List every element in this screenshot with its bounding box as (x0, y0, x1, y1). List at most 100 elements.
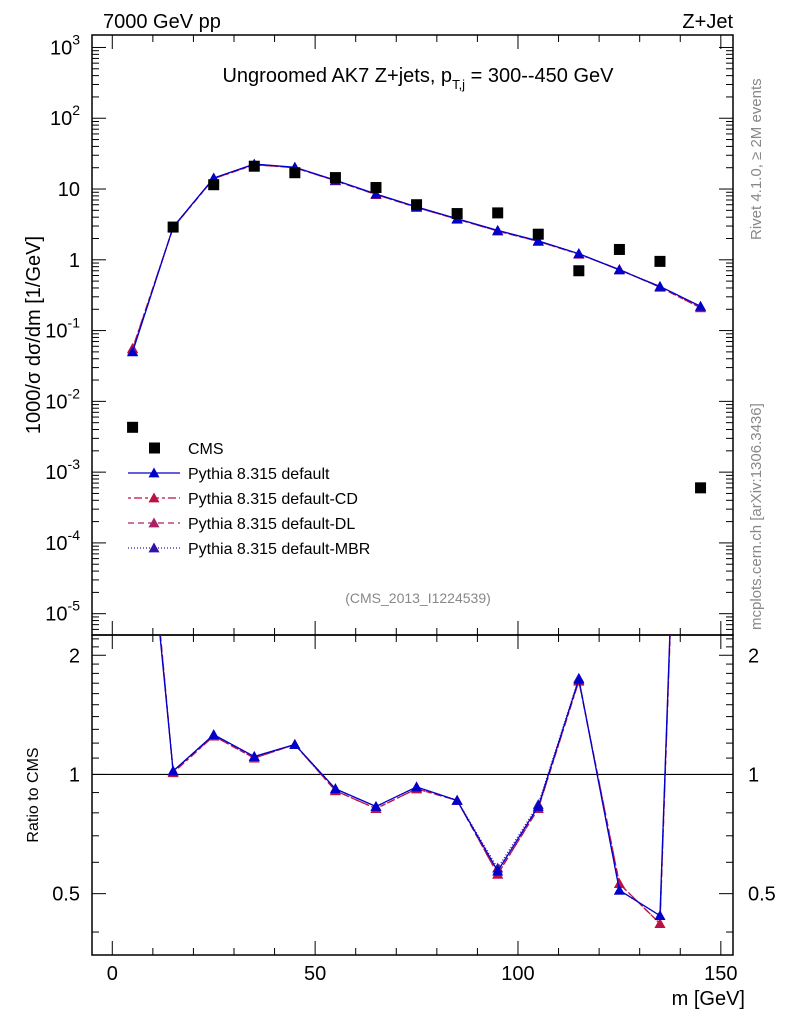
data-point (329, 172, 341, 184)
series-marker (370, 188, 382, 199)
ratio-y-tick-label-right: 1 (748, 764, 759, 786)
rivet-version-label: Rivet 4.1.0, ≥ 2M events (748, 78, 765, 240)
ratio-series-marker (654, 918, 666, 929)
series-marker (573, 248, 585, 259)
y-tick-exponent: -3 (68, 456, 81, 472)
ratio-series-marker (208, 729, 220, 740)
legend-data-marker (149, 442, 160, 454)
y-tick-label: 10-5 (45, 598, 80, 626)
series-marker (654, 280, 666, 291)
legend-marker (148, 467, 160, 478)
header-process-label: Z+Jet (682, 11, 733, 33)
mcplots-label: mcplots.cern.ch [arXiv:1306.3436] (748, 403, 765, 630)
legend-marker (148, 542, 160, 553)
y-axis-label: 1000/σ dσ/dm [1/GeV] (23, 236, 45, 434)
ratio-y-axis-label: Ratio to CMS (25, 747, 42, 842)
title-main: Ungroomed AK7 Z+jets, p (222, 65, 452, 87)
ratio-series-marker (248, 751, 260, 761)
y-tick-base: 10 (45, 533, 67, 555)
ratio-series-marker (451, 794, 463, 805)
plot-title: Ungroomed AK7 Z+jets, pT,j = 300--450 Ge… (222, 65, 614, 92)
y-tick-label: 103 (50, 31, 80, 59)
ratio-series-line (159, 635, 671, 926)
y-tick-exponent: -5 (68, 598, 81, 614)
y-tick-exponent: 3 (72, 31, 80, 47)
ratio-series-marker (329, 783, 341, 794)
y-tick-label: 10-3 (45, 456, 80, 484)
series-marker (127, 346, 139, 357)
ratio-series-marker (289, 739, 301, 749)
ratio-series-marker (532, 801, 544, 811)
ratio-series-marker (370, 801, 382, 811)
title-tail: = 300--450 GeV (465, 65, 614, 87)
y-tick-label: 10-4 (45, 527, 80, 555)
analysis-id: (CMS_2013_I1224539) (345, 590, 491, 606)
series-line (131, 164, 701, 349)
data-point (532, 228, 544, 240)
y-tick-label: 10-2 (45, 385, 80, 413)
legend-label: Pythia 8.315 default (188, 466, 330, 483)
ratio-series-marker (492, 865, 504, 876)
legend-marker (148, 517, 160, 528)
data-point (411, 199, 423, 211)
y-tick-base: 10 (50, 108, 72, 130)
y-tick-exponent: -4 (68, 527, 81, 543)
y-tick-base: 10 (45, 321, 67, 343)
legend-label: Pythia 8.315 default-CD (188, 491, 358, 508)
ratio-y-tick-label-left: 2 (69, 645, 80, 667)
y-tick-base: 10 (45, 462, 67, 484)
series-marker (532, 235, 544, 246)
ratio-y-tick-label-left: 0.5 (52, 884, 80, 906)
y-tick-label: 10-1 (45, 315, 80, 343)
y-tick-base: 10 (45, 604, 67, 626)
y-tick-exponent: -2 (68, 385, 81, 401)
x-axis-label: m [GeV] (672, 988, 745, 1010)
data-point (573, 265, 585, 277)
data-point (492, 207, 504, 219)
series-line (131, 163, 701, 353)
x-tick-label: 50 (304, 963, 326, 985)
ratio-series-layer (159, 635, 671, 929)
y-tick-base: 10 (50, 37, 72, 59)
ratio-axis-ticks: 0 50 100 150 0.5 0.5 1 1 2 2 (52, 635, 776, 985)
series-marker (695, 300, 707, 311)
series-line (131, 163, 701, 350)
main-series-layer (127, 158, 707, 494)
ratio-y-tick-label-left: 1 (69, 764, 80, 786)
ratio-series-marker (613, 878, 625, 889)
data-point (289, 167, 301, 179)
data-point (451, 208, 463, 220)
legend-label: Pythia 8.315 default-MBR (188, 541, 370, 558)
y-tick-label: 1 (69, 250, 80, 272)
header-energy-label: 7000 GeV pp (103, 11, 221, 33)
data-point (127, 421, 139, 433)
data-point (613, 243, 625, 255)
ratio-series-marker (411, 781, 423, 792)
ratio-series-marker (654, 910, 666, 921)
legend-label: Pythia 8.315 default-DL (188, 516, 355, 533)
y-tick-exponent: -1 (68, 315, 81, 331)
y-tick-exponent: 2 (72, 102, 80, 118)
data-point (248, 160, 260, 172)
ratio-series-marker (573, 673, 585, 684)
legend-label: CMS (188, 441, 224, 458)
y-tick-base: 10 (45, 391, 67, 413)
y-tick-label: 10 (58, 179, 80, 201)
data-point (695, 482, 707, 494)
legend-marker (148, 492, 160, 503)
data-point (167, 221, 179, 233)
data-point (654, 255, 666, 267)
data-point (208, 179, 220, 191)
y-tick-label: 102 (50, 102, 80, 130)
series-marker (613, 264, 625, 275)
legend: CMS Pythia 8.315 default Pythia 8.315 defa… (128, 441, 370, 558)
x-tick-label: 0 (107, 963, 118, 985)
ratio-series-marker (167, 765, 179, 776)
data-point (370, 182, 382, 194)
ratio-y-tick-label-right: 0.5 (748, 884, 776, 906)
ratio-plot-frame (91, 634, 734, 956)
title-subscript: T,j (452, 77, 465, 92)
x-tick-label: 100 (501, 963, 534, 985)
